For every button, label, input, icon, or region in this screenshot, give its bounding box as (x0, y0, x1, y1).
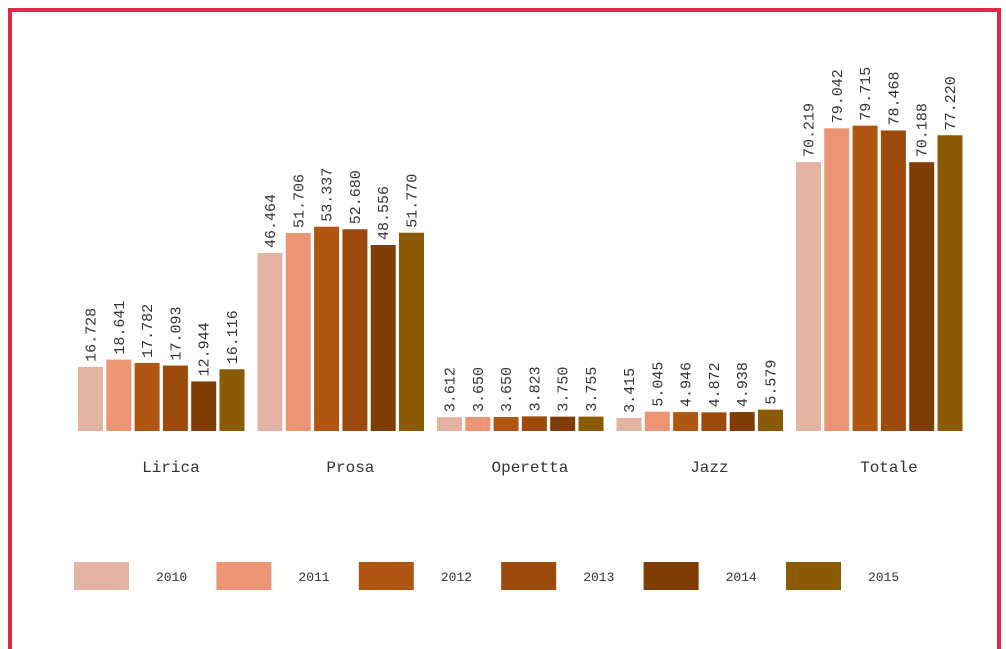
bar (219, 369, 245, 431)
bar (550, 416, 576, 431)
bar (106, 359, 132, 431)
value-label: 3.650 (499, 367, 516, 412)
bar (162, 365, 188, 431)
value-label: 3.415 (622, 368, 639, 413)
value-label: 18.641 (112, 301, 129, 355)
value-label: 12.944 (197, 322, 214, 376)
value-label: 48.556 (376, 186, 393, 240)
value-label: 16.116 (225, 310, 242, 364)
bar (493, 417, 519, 431)
value-label: 3.612 (443, 367, 460, 412)
bar (314, 226, 340, 431)
bar (880, 130, 906, 431)
value-label: 53.337 (320, 168, 337, 222)
bar (257, 253, 283, 431)
category-label: Prosa (326, 459, 374, 477)
legend-swatch (358, 562, 414, 590)
bar (465, 417, 491, 431)
bar (701, 412, 727, 431)
bar (616, 417, 642, 431)
bar (399, 232, 424, 431)
legend-label: 2015 (868, 570, 899, 585)
bar (285, 232, 311, 431)
value-label: 51.706 (291, 174, 308, 228)
category-label: Totale (860, 459, 918, 477)
bar (134, 362, 160, 431)
value-label: 79.042 (830, 69, 847, 123)
value-label: 4.872 (707, 362, 724, 407)
category-label: Lirica (142, 459, 200, 477)
bar (824, 128, 850, 431)
value-label: 4.938 (735, 362, 752, 407)
bar (342, 229, 368, 431)
bar (644, 411, 670, 431)
bar (673, 412, 699, 431)
frame (8, 8, 1001, 649)
bar (729, 412, 755, 431)
bar (909, 162, 935, 431)
value-label: 70.219 (802, 103, 819, 157)
legend-label: 2011 (298, 570, 329, 585)
category-label: Jazz (690, 459, 728, 477)
bar (578, 416, 604, 431)
bar (852, 125, 878, 431)
legend-swatch (643, 562, 699, 590)
legend-swatch (74, 562, 129, 590)
value-label: 70.188 (915, 103, 932, 157)
value-label: 77.220 (943, 76, 960, 130)
value-label: 52.680 (348, 170, 365, 224)
bar (78, 366, 103, 431)
value-label: 78.468 (886, 71, 903, 125)
value-label: 16.728 (84, 308, 101, 362)
legend-swatch (501, 562, 557, 590)
legend-label: 2014 (726, 570, 757, 585)
value-label: 17.093 (168, 307, 185, 361)
legend-label: 2012 (441, 570, 472, 585)
bar (796, 162, 821, 432)
bar (191, 381, 217, 431)
bar (521, 416, 547, 431)
value-label: 3.823 (527, 366, 544, 411)
value-label: 79.715 (858, 67, 875, 121)
legend-label: 2013 (583, 570, 614, 585)
value-label: 51.770 (405, 174, 422, 228)
value-label: 3.755 (584, 367, 601, 412)
value-label: 3.750 (556, 367, 573, 412)
category-label: Operetta (491, 459, 568, 477)
bar (370, 245, 396, 431)
value-label: 17.782 (140, 304, 157, 358)
value-label: 5.579 (764, 360, 781, 405)
value-label: 5.045 (650, 362, 667, 407)
bar (937, 135, 963, 431)
value-label: 4.946 (679, 362, 696, 407)
bar (437, 417, 462, 431)
legend-label: 2010 (156, 570, 187, 585)
legend-swatch (216, 562, 272, 590)
legend-swatch (786, 562, 841, 590)
value-label: 3.650 (471, 367, 488, 412)
value-label: 46.464 (263, 194, 280, 248)
bar (758, 409, 783, 431)
